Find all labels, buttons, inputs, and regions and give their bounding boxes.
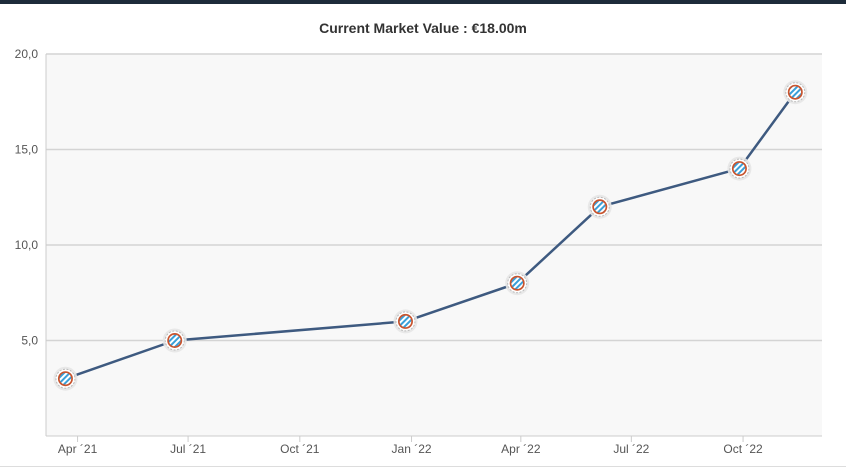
x-tick-label: Jul ´21 xyxy=(170,442,206,456)
y-tick-label: 10,0 xyxy=(15,238,39,252)
x-tick-label: Oct ´21 xyxy=(280,442,320,456)
club-crest-icon[interactable] xyxy=(727,156,752,181)
y-tick-label: 20,0 xyxy=(15,47,39,61)
chart-title: Current Market Value : €18.00m xyxy=(319,20,527,36)
x-tick-label: Apr ´21 xyxy=(58,442,98,456)
club-crest-icon[interactable] xyxy=(53,366,78,391)
club-crest-icon[interactable] xyxy=(393,309,418,334)
bottom-divider xyxy=(0,466,846,467)
x-tick-label: Jan ´22 xyxy=(392,442,432,456)
y-tick-label: 15,0 xyxy=(15,143,39,157)
x-tick-label: Apr ´22 xyxy=(501,442,541,456)
y-tick-label: 5,0 xyxy=(21,334,38,348)
club-crest-icon[interactable] xyxy=(587,194,612,219)
x-tick-label: Jul ´22 xyxy=(613,442,649,456)
x-tick-label: Oct ´22 xyxy=(723,442,763,456)
club-crest-icon[interactable] xyxy=(162,328,187,353)
club-crest-icon[interactable] xyxy=(505,271,530,296)
club-crest-icon[interactable] xyxy=(783,80,808,105)
top-border xyxy=(0,0,846,4)
